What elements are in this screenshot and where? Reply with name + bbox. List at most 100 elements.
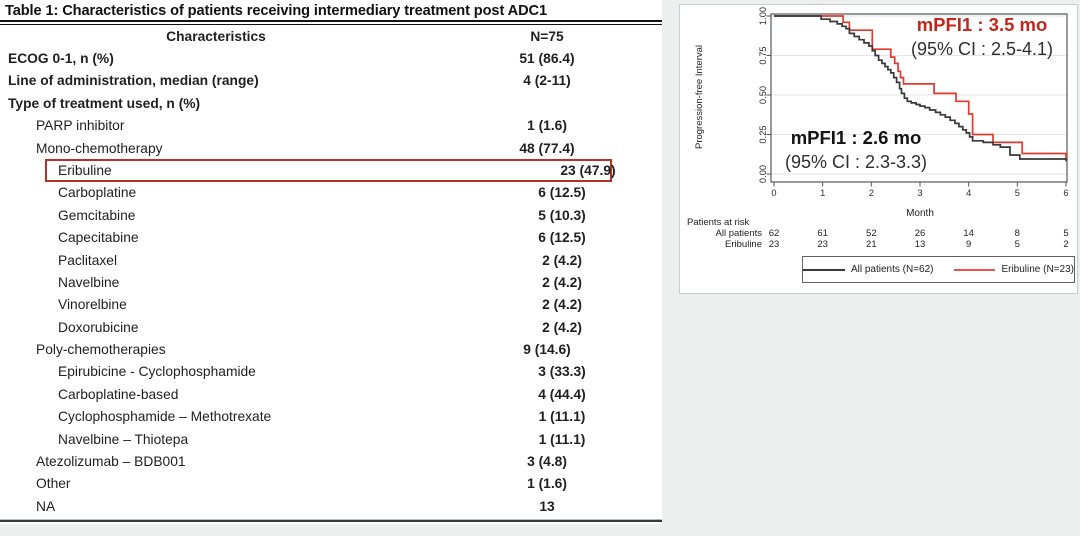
risk-table-title: Patients at risk — [687, 217, 750, 228]
row-value: 4 (2-11) — [523, 73, 571, 89]
annotation-eribuline: mPFI1 : 3.5 mo (95% CI : 2.5-4.1) — [870, 13, 1080, 61]
row-label: Cyclophosphamide – Methotrexate — [58, 409, 272, 425]
risk-count: 14 — [963, 228, 974, 239]
table-row: Line of administration, median (range) 4 … — [0, 70, 662, 92]
table-row: Vinorelbine 2 (4.2) — [0, 294, 662, 316]
row-label: Carboplatine — [58, 185, 137, 201]
table-row: Epirubicine - Cyclophosphamide 3 (33.3) — [0, 361, 662, 383]
row-label: Type of treatment used, n (%) — [8, 95, 201, 111]
legend-label-all-patients: All patients (N=62) — [850, 264, 934, 275]
row-value: 6 (12.5) — [538, 230, 586, 246]
risk-count: 26 — [914, 228, 926, 239]
row-value: 51 (86.4) — [519, 51, 575, 66]
annotation-eribuline-mpfi: mPFI1 : 3.5 mo — [916, 14, 1048, 35]
table-row: NA 13 — [0, 496, 662, 518]
row-label: NA — [36, 498, 56, 514]
x-tick-label: 2 — [869, 188, 874, 198]
table-row: Other 1 (1.6) — [0, 473, 662, 495]
table-row: Capecitabine 6 (12.5) — [0, 227, 662, 249]
risk-count: 13 — [914, 239, 926, 250]
annotation-all-patients-ci: (95% CI : 2.3-3.3) — [784, 152, 928, 172]
row-value: 1 (11.1) — [538, 409, 586, 425]
annotation-all-patients: mPFI1 : 2.6 mo (95% CI : 2.3-3.3) — [744, 126, 968, 174]
table-row: Doxorubicine 2 (4.2) — [0, 317, 662, 339]
table-row: ECOG 0-1, n (%) 51 (86.4) — [0, 48, 662, 70]
table-row: Carboplatine 6 (12.5) — [0, 182, 662, 204]
risk-row-eribuline: Eribuline 23 23 21 13 9 5 2 — [680, 239, 1077, 250]
y-tick-label: 0.25 — [758, 125, 768, 143]
risk-count: 61 — [817, 228, 828, 239]
risk-count: 5 — [1063, 228, 1069, 239]
row-label: PARP inhibitor — [36, 118, 125, 134]
table-title: Table 1: Characteristics of patients rec… — [5, 3, 547, 19]
table-row: PARP inhibitor 1 (1.6) — [0, 115, 662, 137]
row-value: 6 (12.5) — [538, 185, 586, 201]
row-value — [432, 93, 662, 115]
header-characteristics: Characteristics — [166, 29, 266, 44]
risk-count: 8 — [1014, 228, 1020, 239]
y-tick-label: 1.00 — [758, 7, 768, 25]
table-row: Navelbine – Thiotepa 1 (11.1) — [0, 429, 662, 451]
table-body: ECOG 0-1, n (%) 51 (86.4) Line of administ… — [0, 48, 662, 518]
row-label: Navelbine — [58, 274, 120, 290]
km-chart-panel: 0.00 0.25 0.50 0.75 1.00 0 1 2 3 4 5 6 Progression-… — [679, 4, 1078, 294]
risk-count: 5 — [1014, 239, 1020, 250]
row-label: Carboplatine-based — [58, 386, 179, 402]
row-label: Doxorubicine — [58, 319, 139, 335]
row-value: 2 (4.2) — [542, 274, 582, 290]
y-tick-label: 0.50 — [758, 86, 768, 104]
y-tick-label: 0.00 — [758, 165, 768, 183]
row-value: 9 (14.6) — [523, 342, 571, 358]
table-row: Poly-chemotherapies 9 (14.6) — [0, 339, 662, 361]
row-label: Mono-chemotherapy — [36, 140, 163, 156]
row-value: 1 (1.6) — [527, 476, 567, 492]
risk-count: 62 — [768, 228, 780, 239]
x-tick-label: 3 — [917, 188, 922, 198]
table-row: Cyclophosphamide – Methotrexate 1 (11.1) — [0, 406, 662, 428]
legend-line-all-patients-icon — [803, 268, 845, 271]
characteristics-table: Table 1: Characteristics of patients rec… — [0, 0, 662, 524]
row-label: Atezolizumab – BDB001 — [36, 454, 186, 470]
row-label: ECOG 0-1, n (%) — [8, 51, 114, 66]
risk-row-label: All patients — [715, 228, 762, 239]
header-n75: N=75 — [530, 29, 564, 44]
table-row: Atezolizumab – BDB001 3 (4.8) — [0, 451, 662, 473]
x-tick-label: 4 — [966, 188, 971, 198]
row-value: 2 (4.2) — [542, 319, 582, 335]
km-plot-svg: 0.00 0.25 0.50 0.75 1.00 0 1 2 3 4 5 6 — [758, 7, 1069, 198]
legend-label-eribuline: Eribuline (N=23) — [1001, 264, 1074, 275]
row-value: 23 (47.9) — [560, 162, 616, 178]
table-row: Mono-chemotherapy 48 (77.4) — [0, 138, 662, 160]
annotation-all-patients-mpfi: mPFI1 : 2.6 mo — [790, 127, 922, 148]
table-bottom-rule — [0, 519, 662, 523]
km-curve-eribuline — [774, 15, 1067, 162]
row-label: Poly-chemotherapies — [36, 342, 166, 358]
legend-line-eribuline-icon — [953, 268, 996, 271]
annotation-eribuline-ci: (95% CI : 2.5-4.1) — [910, 39, 1054, 59]
row-value: 4 (44.4) — [538, 386, 586, 402]
table-header-row: Characteristics N=75 — [0, 26, 662, 48]
title-rule — [0, 20, 662, 25]
table-row: Eribuline 23 (47.9) — [0, 158, 662, 183]
x-tick-label: 5 — [1015, 188, 1020, 198]
row-value: 2 (4.2) — [542, 297, 582, 313]
risk-row-all-patients: All patients 62 61 52 26 14 8 5 — [680, 228, 1077, 239]
row-value: 48 (77.4) — [519, 140, 575, 156]
table-row: Carboplatine-based 4 (44.4) — [0, 384, 662, 406]
row-value: 3 (4.8) — [527, 454, 567, 470]
row-value: 2 (4.2) — [542, 252, 582, 268]
row-value: 3 (33.3) — [538, 364, 586, 380]
x-tick-label: 1 — [820, 188, 825, 198]
row-value: 5 (10.3) — [538, 207, 586, 223]
row-label: Other — [36, 476, 71, 492]
risk-count: 21 — [866, 239, 877, 250]
x-axis-label: Month — [906, 208, 934, 219]
row-value: 1 (1.6) — [527, 118, 567, 134]
row-label: Paclitaxel — [58, 252, 118, 268]
table-row: Gemcitabine 5 (10.3) — [0, 205, 662, 227]
risk-count: 2 — [1063, 239, 1069, 250]
x-tick-label: 0 — [771, 188, 776, 198]
plot-box — [770, 13, 1068, 183]
table-row: Paclitaxel 2 (4.2) — [0, 250, 662, 272]
row-label: Epirubicine - Cyclophosphamide — [58, 364, 256, 380]
